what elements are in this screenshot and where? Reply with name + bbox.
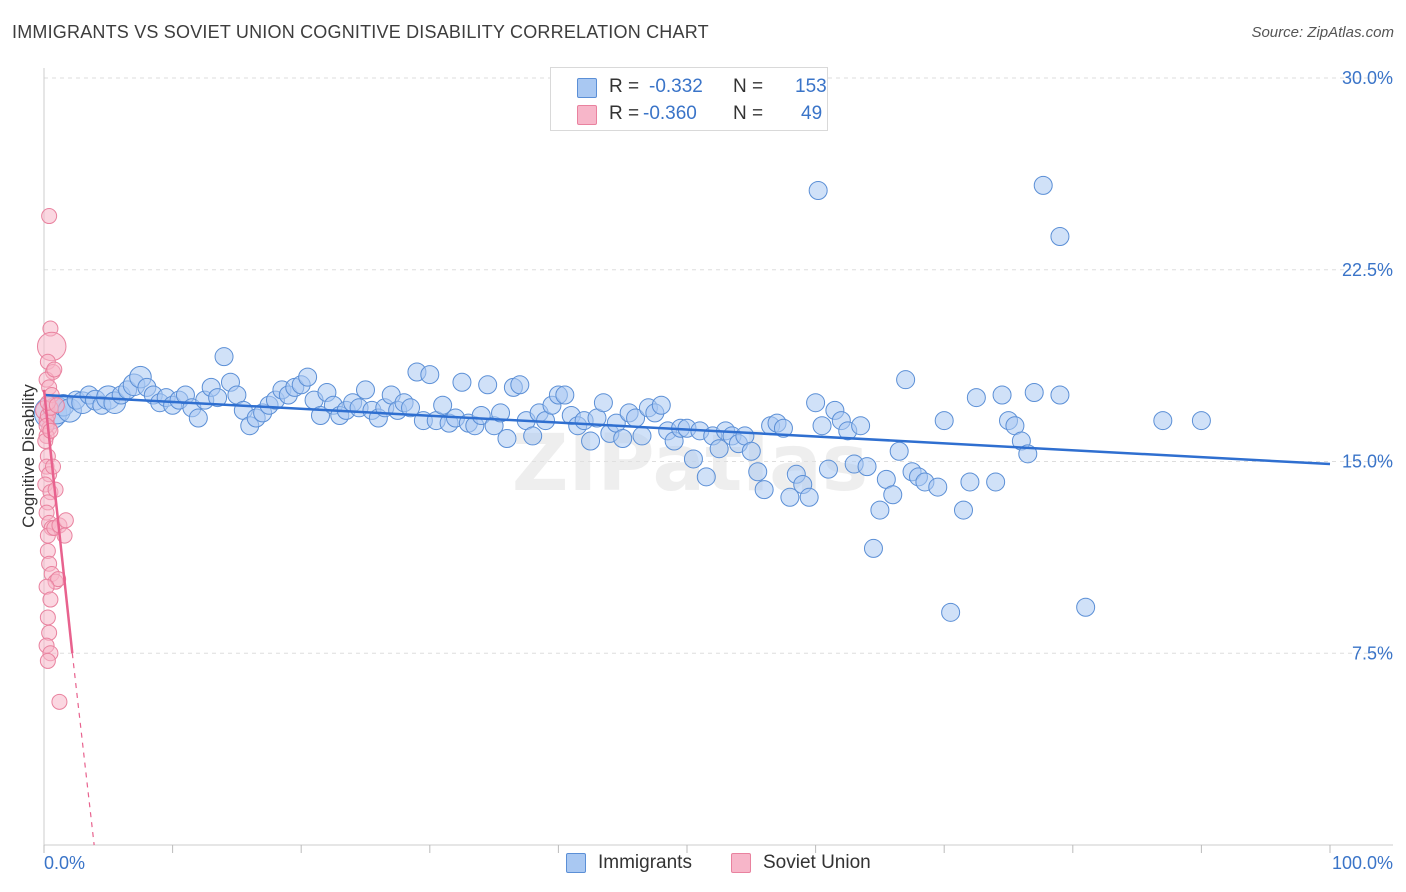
immigrants-point xyxy=(593,393,613,413)
immigrants-point xyxy=(581,431,601,451)
immigrants-point xyxy=(966,388,986,408)
y-axis-label: Cognitive Disability xyxy=(19,384,38,528)
soviet-union-point xyxy=(39,609,56,626)
immigrants-point xyxy=(298,367,318,387)
soviet-union-point xyxy=(50,571,67,588)
immigrants-point xyxy=(863,538,883,558)
immigrants-point xyxy=(799,487,819,507)
immigrants-point xyxy=(1191,411,1211,431)
y-tick-label: 22.5% xyxy=(1342,260,1393,280)
immigrants-point xyxy=(1024,382,1044,402)
immigrants-point xyxy=(896,370,916,390)
immigrants-point xyxy=(748,462,768,482)
immigrants-point xyxy=(806,393,826,413)
immigrants-point xyxy=(1076,597,1096,617)
immigrants-point xyxy=(960,472,980,492)
soviet-union-point xyxy=(51,693,68,710)
immigrants-point xyxy=(851,416,871,436)
immigrants-point xyxy=(696,467,716,487)
immigrants-point xyxy=(1050,227,1070,247)
trend-lines xyxy=(42,389,1331,846)
immigrants-point xyxy=(812,416,832,436)
legend-n-value: 153 xyxy=(795,76,827,97)
immigrants-point xyxy=(870,500,890,520)
x-tick-label-max: 100.0% xyxy=(1332,853,1393,873)
legend-n-label: N = xyxy=(733,76,764,97)
soviet-union-trend-line xyxy=(42,389,74,654)
bottom-legend-label: Immigrants xyxy=(598,852,692,873)
immigrants-point xyxy=(478,375,498,395)
immigrants-point xyxy=(632,426,652,446)
y-tick-label: 15.0% xyxy=(1342,452,1393,472)
immigrants-point xyxy=(883,485,903,505)
immigrants-point xyxy=(934,411,954,431)
immigrants-point xyxy=(613,428,633,448)
source-credit: Source: ZipAtlas.com xyxy=(1251,24,1394,41)
immigrants-point xyxy=(1153,411,1173,431)
series-immigrants xyxy=(33,175,1211,622)
legend-swatch-soviet-union xyxy=(577,105,597,125)
immigrants-point xyxy=(1050,385,1070,405)
immigrants-point xyxy=(523,426,543,446)
immigrants-point xyxy=(497,428,517,448)
immigrants-point xyxy=(214,347,234,367)
immigrants-point xyxy=(928,477,948,497)
immigrants-point xyxy=(555,385,575,405)
x-tick-label-min: 0.0% xyxy=(44,853,85,873)
immigrants-point xyxy=(1018,444,1038,464)
soviet-union-trend-extension xyxy=(71,653,95,846)
immigrants-point xyxy=(857,457,877,477)
legend: R = -0.332 N = 153 R = -0.360 N = 49 xyxy=(550,67,828,131)
immigrants-point xyxy=(709,439,729,459)
immigrants-point xyxy=(889,441,909,461)
immigrants-point xyxy=(818,459,838,479)
legend-swatch-immigrants xyxy=(577,78,597,98)
immigrants-point xyxy=(356,380,375,400)
soviet-union-point xyxy=(39,652,56,669)
immigrants-point xyxy=(452,372,472,392)
chart-title: IMMIGRANTS VS SOVIET UNION COGNITIVE DIS… xyxy=(12,22,709,42)
immigrants-point xyxy=(754,480,774,500)
soviet-union-point xyxy=(46,361,63,378)
legend-r-label: R = xyxy=(609,103,640,124)
immigrants-point xyxy=(741,441,761,461)
immigrants-trend-line xyxy=(43,393,1331,466)
immigrants-point xyxy=(683,449,703,469)
legend-r-label: R = xyxy=(609,76,640,97)
immigrants-point xyxy=(941,602,961,622)
immigrants-point xyxy=(773,418,793,438)
immigrants-point xyxy=(780,487,800,507)
immigrants-point xyxy=(420,365,440,385)
bottom-legend-swatch-immigrants xyxy=(566,853,586,873)
soviet-union-point xyxy=(41,208,58,225)
immigrants-point xyxy=(651,395,671,415)
y-tick-labels: 7.5% 15.0% 22.5% 30.0% xyxy=(1342,68,1393,663)
legend-n-value: 49 xyxy=(801,103,823,124)
gridlines xyxy=(44,77,1393,654)
immigrants-point xyxy=(491,403,511,423)
immigrants-point xyxy=(1033,175,1053,195)
soviet-union-point xyxy=(42,422,59,439)
legend-r-value: -0.332 xyxy=(649,76,703,97)
immigrants-point xyxy=(986,472,1006,492)
y-tick-label: 7.5% xyxy=(1352,643,1393,663)
legend-r-value: -0.360 xyxy=(643,103,697,124)
immigrants-point xyxy=(992,385,1012,405)
immigrants-point xyxy=(953,500,973,520)
soviet-union-point xyxy=(48,397,65,414)
soviet-union-point xyxy=(57,512,74,529)
series-soviet-union xyxy=(35,208,74,710)
immigrants-point xyxy=(208,388,228,408)
legend-n-label: N = xyxy=(733,103,764,124)
bottom-legend-label: Soviet Union xyxy=(763,852,871,873)
bottom-legend-swatch-soviet-union xyxy=(731,853,751,873)
immigrants-point xyxy=(188,408,208,428)
y-tick-label: 30.0% xyxy=(1342,68,1393,88)
immigrants-point xyxy=(510,375,530,395)
immigrants-point xyxy=(433,395,453,415)
immigrants-point xyxy=(808,180,828,200)
immigrants-point xyxy=(401,398,421,418)
soviet-union-point xyxy=(42,591,59,608)
